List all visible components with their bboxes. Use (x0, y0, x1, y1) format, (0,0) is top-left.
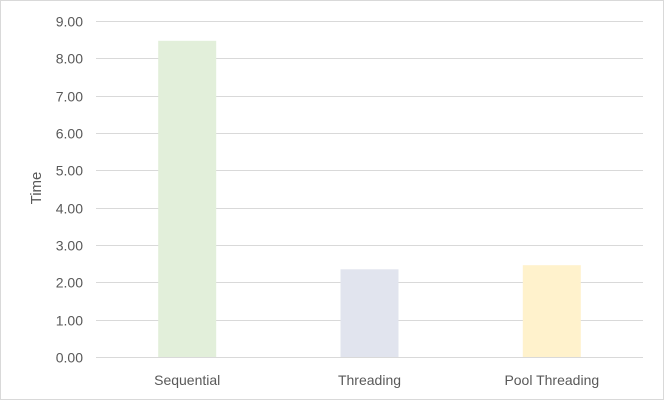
bar-sequential (158, 40, 217, 358)
x-tick-label: Threading (338, 372, 401, 388)
y-tick-label: 1.00 (56, 313, 83, 329)
x-tick-label: Pool Threading (504, 372, 599, 388)
y-tick-label: 3.00 (56, 238, 83, 254)
y-axis-title: Time (28, 172, 45, 205)
y-tick-label: 7.00 (56, 89, 83, 105)
bar-pool-threading (522, 265, 581, 357)
x-axis-tick-labels: Sequential Threading Pool Threading (154, 372, 599, 388)
y-tick-label: 0.00 (56, 350, 83, 366)
y-tick-label: 6.00 (56, 126, 83, 142)
y-tick-label: 8.00 (56, 51, 83, 67)
bars (158, 40, 581, 358)
y-axis-tick-labels: 0.00 1.00 2.00 3.00 4.00 5.00 6.00 7.00 8.00 9.00 (56, 14, 83, 366)
y-tick-label: 4.00 (56, 201, 83, 217)
y-tick-label: 2.00 (56, 275, 83, 291)
y-tick-label: 5.00 (56, 163, 83, 179)
x-tick-label: Sequential (154, 372, 220, 388)
y-tick-label: 9.00 (56, 14, 83, 30)
bar-threading (340, 269, 399, 357)
